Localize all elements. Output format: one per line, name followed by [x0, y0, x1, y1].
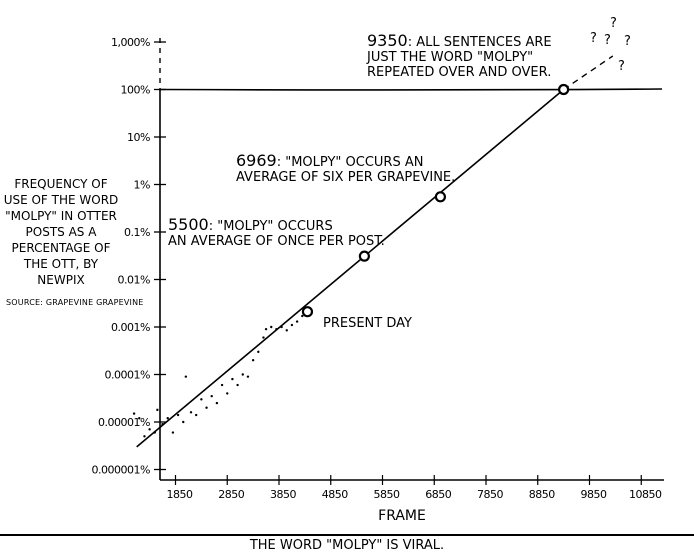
- caption: The word "Molpy" is viral.: [249, 538, 445, 553]
- milestone-marker: [434, 191, 447, 203]
- scatter-point: [231, 377, 234, 381]
- x-axis-label: FRAME: [378, 508, 426, 524]
- annotation-text: 9350: ALL SENTENCES ARE: [367, 31, 552, 50]
- scatter-point: [176, 413, 180, 417]
- x-tick-label: 8850: [529, 488, 555, 501]
- milestone-marker: [301, 306, 314, 318]
- x-tick-label: 9850: [581, 488, 607, 501]
- x-tick-label: 6850: [425, 488, 451, 501]
- scatter-point: [262, 336, 265, 339]
- trend-line: [136, 88, 565, 448]
- annotation-text: PRESENT DAY: [323, 316, 412, 331]
- scatter-point: [257, 350, 260, 354]
- x-tick-label: 2850: [218, 488, 244, 501]
- scatter-point: [143, 435, 146, 438]
- x-tick-label: 1850: [167, 488, 193, 501]
- x-tick-label: 5850: [374, 488, 400, 501]
- scatter-point: [285, 329, 288, 332]
- x-tick-label: 7850: [477, 488, 503, 501]
- y-tick-label: 1,000%: [111, 36, 150, 49]
- y-tick-label: 0.1%: [124, 226, 150, 239]
- annotation-text: 5500: "MOLPY" OCCURS: [168, 215, 333, 234]
- scatter-point: [132, 412, 136, 415]
- scatter-point: [210, 394, 213, 398]
- question-mark: ?: [624, 34, 631, 49]
- y-axis-description: Frequency of use of the word "Molpy" in …: [3, 177, 119, 287]
- scatter-point: [270, 325, 273, 329]
- milestone-marker: [558, 83, 570, 96]
- annotation-number: 9350: [367, 31, 408, 50]
- annotation-text: AVERAGE OF SIX PER GRAPEVINE.: [236, 170, 455, 185]
- extrapolation-line: [563, 55, 614, 91]
- scatter-point: [148, 428, 151, 431]
- milestone-marker: [358, 250, 370, 262]
- annotation-text: AN AVERAGE OF ONCE PER POST.: [168, 234, 385, 249]
- annotation-text: REPEATED OVER AND OVER.: [367, 65, 551, 80]
- source-note: Source: Grapevine Grapevine: [6, 298, 144, 307]
- scatter-point: [156, 408, 159, 412]
- scatter-point: [251, 359, 255, 362]
- x-tick-label: 4850: [322, 488, 348, 501]
- question-mark: ?: [590, 31, 597, 46]
- scatter-point: [241, 373, 244, 376]
- annotation-text: 6969: "MOLPY" OCCURS AN: [236, 151, 423, 170]
- comic-panel: 0.000001% 0.00001% 0.0001% 0.001% 0.01% 0.1% 1…: [0, 16, 694, 536]
- annotation-line: : "MOLPY" OCCURS AN: [277, 155, 424, 170]
- annotation-text: JUST THE WORD "MOLPY": [366, 50, 533, 65]
- x-tick-label: 10850: [629, 488, 662, 501]
- annotation-number: 5500: [168, 215, 209, 234]
- annotation-line: : "MOLPY" OCCURS: [209, 219, 333, 234]
- scatter-point: [301, 314, 304, 318]
- scatter-point: [171, 431, 175, 434]
- scatter-point: [236, 383, 239, 387]
- scatter-point: [246, 375, 250, 378]
- y-tick-label: 100%: [121, 84, 150, 97]
- scatter-point: [215, 401, 219, 405]
- scatter-point: [220, 383, 224, 387]
- question-mark: ?: [618, 59, 625, 74]
- scatter-point: [264, 327, 268, 331]
- x-tick-label: 3850: [270, 488, 296, 501]
- y-tick-label: 0.000001%: [92, 464, 150, 477]
- y-tick-label: 0.00001%: [98, 416, 150, 429]
- y-tick-label: 0.001%: [111, 321, 150, 334]
- y-tick-label: 10%: [127, 131, 150, 144]
- question-mark: ?: [610, 16, 617, 31]
- scatter-point: [226, 392, 229, 395]
- y-tick-label: 1%: [134, 179, 150, 192]
- scatter-point: [295, 320, 299, 323]
- scatter-point: [184, 375, 188, 378]
- y-tick-label: 0.01%: [118, 274, 150, 287]
- y-tick-label: 0.0001%: [105, 369, 150, 382]
- scatter-point: [166, 417, 169, 420]
- annotation-line: : ALL SENTENCES ARE: [408, 35, 552, 50]
- scatter-point: [195, 413, 198, 417]
- scatter-point: [200, 398, 203, 401]
- scatter-point: [205, 406, 208, 409]
- scatter-point: [138, 417, 141, 420]
- chart-svg: 0.000001% 0.00001% 0.0001% 0.001% 0.01% 0.1% 1…: [92, 16, 664, 524]
- scatter-point: [182, 420, 185, 424]
- annotation-number: 6969: [236, 151, 277, 170]
- question-mark: ?: [604, 33, 611, 48]
- reference-line-100-percent: [159, 88, 663, 91]
- scatter-point: [189, 411, 193, 414]
- scatter-point: [290, 323, 294, 327]
